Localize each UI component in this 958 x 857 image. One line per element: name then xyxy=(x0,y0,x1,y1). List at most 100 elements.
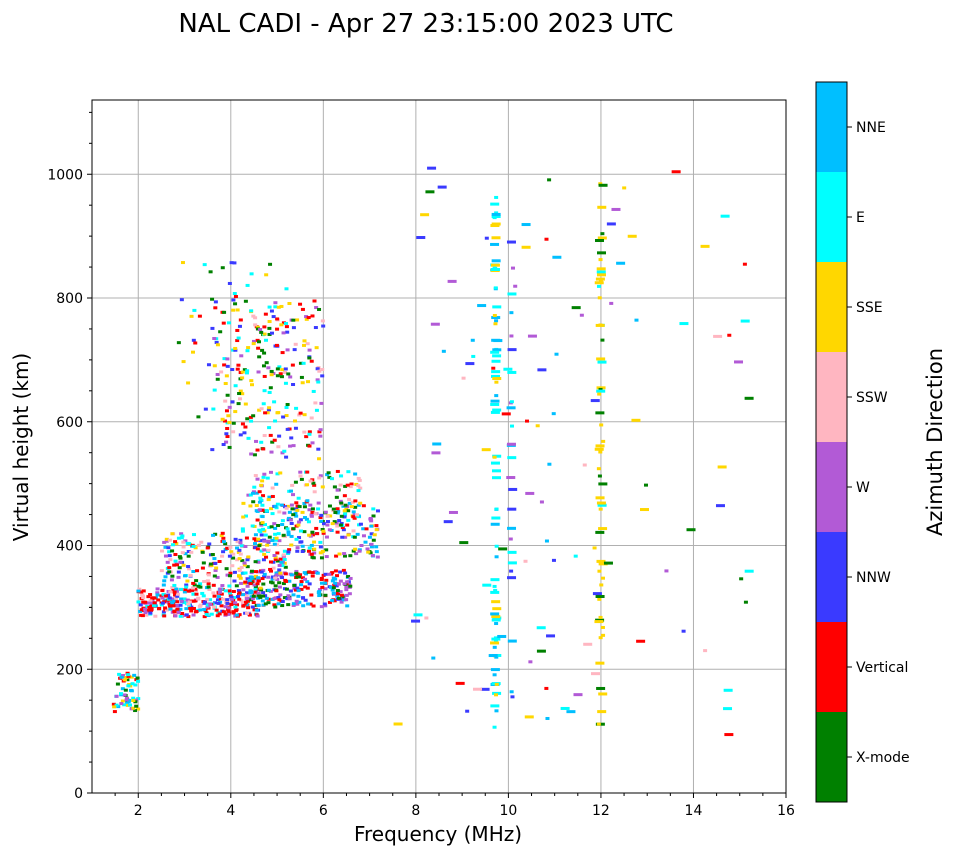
echo-point xyxy=(269,309,274,313)
echo-point xyxy=(230,564,235,568)
echo-point xyxy=(127,698,132,702)
echo-point xyxy=(173,553,178,557)
echo-point xyxy=(273,555,278,559)
echo-point xyxy=(172,563,177,567)
echo-point xyxy=(268,386,273,390)
echo-point xyxy=(537,368,547,372)
echo-point xyxy=(727,333,732,337)
echo-point xyxy=(291,527,296,531)
echo-point xyxy=(309,359,314,363)
echo-point xyxy=(303,577,308,581)
echo-point xyxy=(317,430,322,434)
echo-point xyxy=(226,414,231,418)
echo-point xyxy=(229,595,234,599)
echo-point xyxy=(180,261,185,265)
echo-point xyxy=(343,503,348,507)
echo-point xyxy=(163,545,168,549)
echo-point xyxy=(273,605,278,609)
echo-point xyxy=(170,601,175,605)
echo-point xyxy=(244,371,249,375)
echo-point xyxy=(277,510,282,514)
echo-point xyxy=(256,591,261,595)
echo-point xyxy=(293,588,298,592)
echo-point xyxy=(253,546,258,550)
echo-point xyxy=(480,687,490,691)
echo-point xyxy=(284,325,289,329)
echo-point xyxy=(311,481,316,485)
echo-point xyxy=(224,409,229,413)
echo-point xyxy=(168,590,173,594)
echo-point xyxy=(743,600,748,604)
echo-point xyxy=(232,292,237,296)
echo-point xyxy=(251,314,256,318)
echo-point xyxy=(237,591,242,595)
echo-point xyxy=(357,478,362,482)
echo-point xyxy=(279,323,284,327)
echo-point xyxy=(594,620,604,624)
echo-point xyxy=(313,512,318,516)
echo-point xyxy=(459,541,469,545)
echo-point xyxy=(241,501,246,505)
echo-point xyxy=(255,518,260,522)
echo-point xyxy=(374,528,379,532)
echo-point xyxy=(355,513,360,517)
echo-point xyxy=(275,374,280,378)
echo-point xyxy=(227,281,232,285)
echo-point xyxy=(291,602,296,606)
echo-point xyxy=(342,515,347,519)
echo-point xyxy=(256,370,261,374)
echo-point xyxy=(703,649,708,653)
echo-point xyxy=(307,533,312,537)
echo-point xyxy=(176,570,181,574)
echo-point xyxy=(257,508,262,512)
echo-point xyxy=(208,603,213,607)
echo-point xyxy=(342,494,347,498)
echo-point xyxy=(279,304,284,308)
echo-point xyxy=(201,594,206,598)
echo-point xyxy=(316,447,321,451)
echo-point xyxy=(353,472,358,476)
echo-point xyxy=(134,678,139,682)
echo-point xyxy=(233,410,238,414)
echo-point xyxy=(369,542,374,546)
echo-point xyxy=(212,574,217,578)
echo-point xyxy=(744,396,754,400)
echo-point xyxy=(275,559,280,563)
echo-point xyxy=(251,491,256,495)
echo-point xyxy=(289,503,294,507)
echo-point xyxy=(248,589,253,593)
echo-point xyxy=(280,368,285,372)
echo-point xyxy=(363,540,368,544)
colorbar-label: X-mode xyxy=(856,750,910,766)
echo-point xyxy=(141,600,146,604)
echo-point xyxy=(135,676,140,680)
echo-point xyxy=(616,261,626,265)
echo-point xyxy=(245,558,250,562)
echo-point xyxy=(272,522,277,526)
echo-point xyxy=(492,354,502,358)
echo-point xyxy=(596,686,606,690)
echo-point xyxy=(233,302,238,306)
echo-point xyxy=(172,610,177,614)
echo-point xyxy=(261,402,266,406)
colorbar-segment xyxy=(816,532,847,622)
echo-point xyxy=(114,703,119,707)
echo-point xyxy=(175,592,180,596)
echo-point xyxy=(221,321,226,325)
echo-point xyxy=(243,402,248,406)
echo-point xyxy=(187,600,192,604)
echo-point xyxy=(260,503,265,507)
echo-point xyxy=(611,207,621,211)
echo-point xyxy=(267,525,272,529)
echo-point xyxy=(369,532,374,536)
echo-point xyxy=(153,614,158,618)
echo-point xyxy=(598,450,603,454)
echo-point xyxy=(306,602,311,606)
echo-point xyxy=(298,302,303,306)
echo-point xyxy=(235,540,240,544)
echo-point xyxy=(347,497,352,501)
echo-point xyxy=(432,442,442,446)
echo-point xyxy=(324,555,329,559)
echo-point xyxy=(348,554,353,558)
echo-point xyxy=(159,569,164,573)
